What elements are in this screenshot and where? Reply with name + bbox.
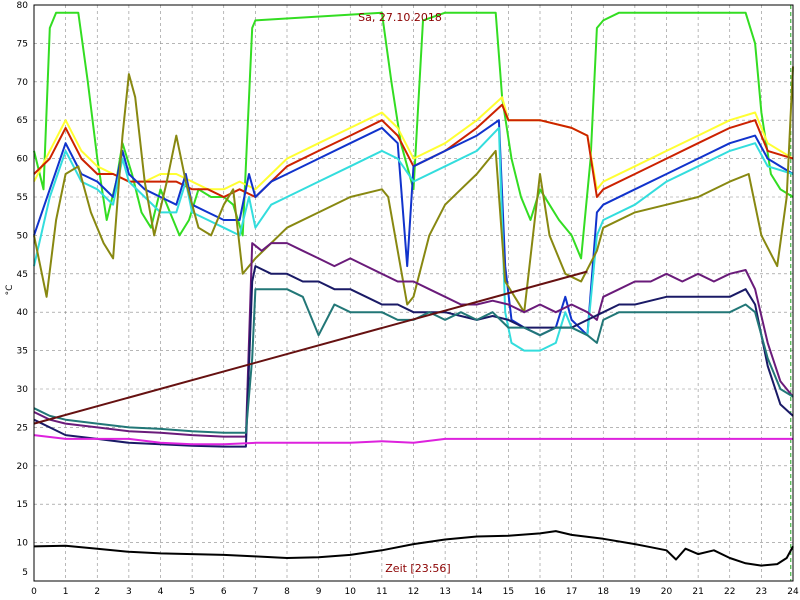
x-tick-label: 10 [345,587,357,597]
y-tick-label: 45 [17,270,28,280]
y-axis-ticks: 5 10 15 20 25 30 35 40 45 50 55 60 65 70 75 80 [17,1,29,578]
x-tick-label: 2 [94,587,100,597]
x-tick-label: 21 [692,587,703,597]
y-tick-label: 15 [17,500,28,510]
y-tick-label: 5 [22,568,28,578]
grid [34,5,793,581]
x-tick-label: 8 [284,587,290,597]
x-tick-label: 0 [31,587,37,597]
x-tick-label: 15 [503,587,514,597]
x-tick-label: 23 [756,587,767,597]
x-tick-label: 17 [566,587,577,597]
x-tick-label: 7 [253,587,259,597]
series-line-4 [33,119,794,337]
y-tick-label: 35 [17,347,28,357]
series-line-12 [33,530,794,567]
x-tick-label: 16 [534,587,546,597]
x-tick-label: 22 [724,587,735,597]
y-tick-label: 65 [17,116,28,126]
series-line-5 [33,126,794,352]
y-tick-label: 50 [17,231,29,241]
y-tick-label: 55 [17,193,28,203]
x-tick-label: 11 [376,587,387,597]
series-line-3 [33,103,794,198]
x-tick-label: 12 [408,587,419,597]
y-tick-label: 75 [17,39,28,49]
series-line-7 [33,242,794,438]
x-tick-label: 5 [189,587,195,597]
series-line-9 [33,288,794,434]
x-axis-ticks: 0 1 2 3 4 5 6 7 8 9 10 11 12 13 14 15 16 17 18 19 20 21 22 23 24 [31,587,799,597]
x-tick-label: 9 [316,587,322,597]
y-tick-label: 80 [17,1,29,11]
x-tick-label: 6 [221,587,227,597]
x-tick-label: 13 [439,587,450,597]
x-tick-label: 18 [598,587,610,597]
x-tick-label: 19 [629,587,641,597]
y-tick-label: 10 [17,539,29,549]
plot-frame [33,4,794,582]
x-tick-label: 20 [661,587,673,597]
y-tick-label: 20 [17,462,29,472]
x-tick-label: 3 [126,587,132,597]
y-tick-label: 70 [17,78,29,88]
series-line-10 [33,434,793,446]
x-tick-label: 14 [471,587,483,597]
x-axis-label: Zeit [23:56] [385,562,450,575]
y-tick-label: 60 [17,155,29,165]
y-tick-label: 40 [17,308,29,318]
chart-title: Sa, 27.10.2018 [358,11,442,24]
series-line-6 [33,66,794,314]
y-tick-label: 25 [17,423,28,433]
y-tick-label: 30 [17,385,29,395]
x-tick-label: 1 [63,587,69,597]
y-axis-label: °C [5,285,15,296]
series-line-11 [33,270,588,425]
x-tick-label: 4 [158,587,164,597]
series-layer [33,11,794,567]
x-tick-label: 24 [787,587,799,597]
